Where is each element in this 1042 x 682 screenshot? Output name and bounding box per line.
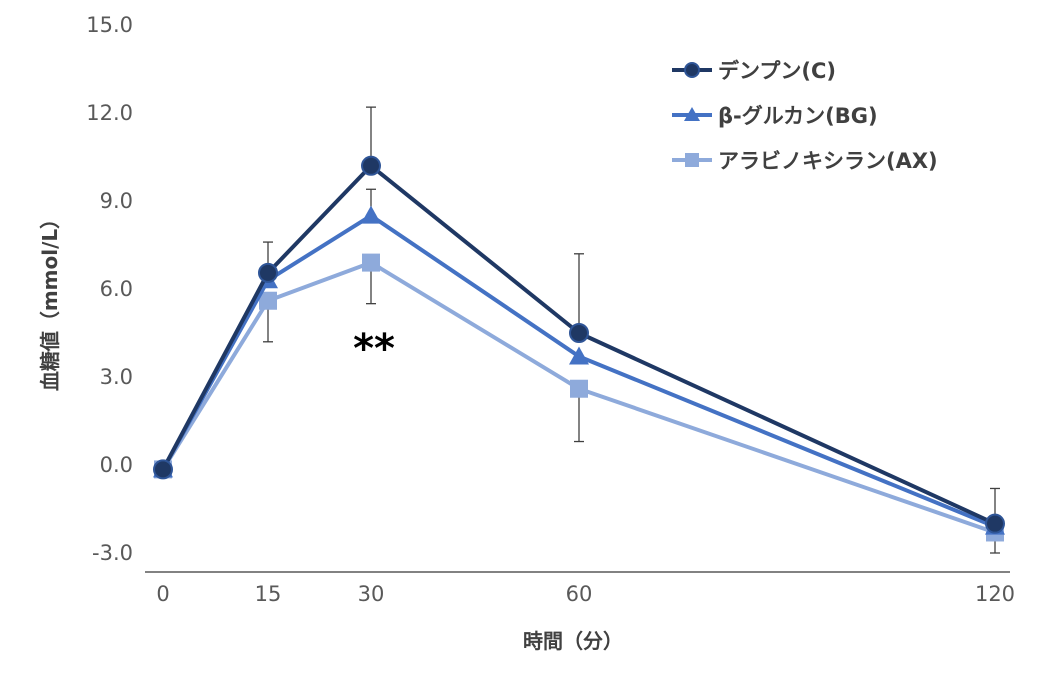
y-tick-label: 15.0 — [86, 13, 133, 37]
series-0 — [153, 106, 1005, 534]
y-tick-label: 3.0 — [100, 365, 133, 389]
y-axis-title: 血糖値（mmol/L） — [38, 209, 62, 391]
x-tick-label: 15 — [255, 582, 282, 606]
data-point — [259, 291, 277, 310]
legend-label: デンプン(C) — [718, 59, 836, 83]
significance-marker: ** — [353, 326, 395, 372]
x-axis-title: 時間（分） — [523, 629, 623, 653]
y-tick-label: 12.0 — [86, 101, 133, 125]
legend-label: β-グルカン(BG) — [718, 104, 878, 128]
data-point — [569, 346, 589, 365]
x-tick-label: 30 — [358, 582, 385, 606]
series-1 — [153, 188, 1005, 535]
data-point — [570, 379, 588, 398]
y-tick-label: -3.0 — [92, 541, 133, 565]
series-layer — [153, 106, 1005, 554]
x-tick-label: 60 — [566, 582, 593, 606]
y-tick-label: 9.0 — [100, 189, 133, 213]
data-point — [361, 205, 381, 224]
legend-marker — [685, 153, 699, 167]
y-tick-label: 6.0 — [100, 277, 133, 301]
legend-label: アラビノキシラン(AX) — [718, 149, 938, 173]
data-point — [361, 155, 381, 176]
axes: 15.0 12.0 9.0 6.0 3.0 0.0 -3.0 0 15 30 60 120 — [86, 13, 1015, 606]
legend-marker — [684, 107, 700, 121]
legend: デンプン(C) β-グルカン(BG) アラビノキシラン(AX) — [672, 59, 938, 173]
y-tick-label: 0.0 — [100, 453, 133, 477]
data-point — [153, 459, 173, 480]
data-point — [569, 323, 589, 343]
annotations: ** — [353, 326, 395, 372]
legend-marker — [684, 62, 700, 78]
data-point — [985, 513, 1005, 534]
x-tick-label: 0 — [156, 582, 169, 606]
x-tick-label: 120 — [975, 582, 1015, 606]
data-point — [258, 262, 278, 283]
series-line — [161, 163, 996, 526]
data-point — [362, 253, 380, 272]
